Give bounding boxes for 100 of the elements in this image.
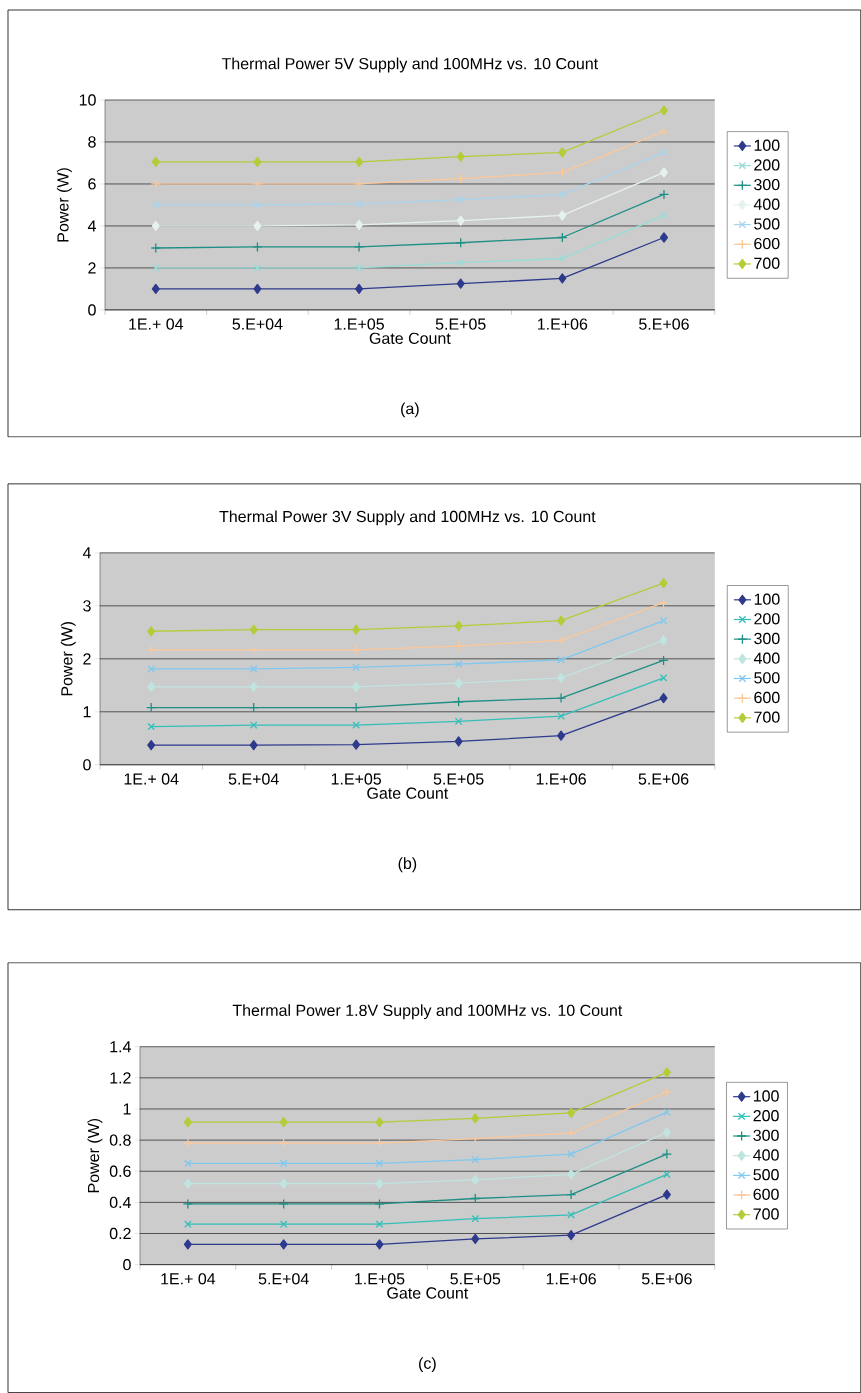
y-tick-label: 2 — [83, 653, 91, 665]
y-tick-label: 0.2 — [109, 1227, 131, 1240]
x-tick-label: 1E.+ 04 — [161, 1273, 216, 1285]
point — [279, 1178, 288, 1189]
point — [354, 156, 364, 168]
point — [249, 740, 258, 751]
point — [249, 665, 258, 673]
point — [375, 1117, 384, 1128]
y-tick-label: 2 — [88, 262, 96, 274]
x-tick-label: 1.E+06 — [536, 773, 586, 785]
point — [567, 1107, 576, 1119]
legend-label: 700 — [753, 1208, 779, 1220]
y-tick-label: 3 — [83, 600, 91, 612]
point — [353, 178, 365, 190]
point — [279, 1159, 288, 1168]
y-axis-title: Power (W) — [56, 168, 72, 242]
text: (c) — [418, 1357, 436, 1373]
y-axis-title: Power (W) — [60, 622, 76, 696]
point — [183, 1178, 192, 1189]
legend-label: 300 — [754, 632, 780, 645]
legend-label: 300 — [754, 178, 780, 191]
point — [249, 624, 258, 635]
x-tick-label: 5.E+06 — [641, 1273, 692, 1285]
point — [471, 1174, 480, 1185]
point — [565, 1127, 577, 1139]
text: (a) — [401, 402, 419, 418]
x-tick-label: 5.E+06 — [638, 773, 689, 785]
point — [352, 739, 361, 750]
legend-label: 100 — [753, 1090, 779, 1102]
point — [151, 201, 160, 209]
point — [279, 1117, 288, 1128]
x-axis-title: Gate Count — [367, 787, 449, 799]
point — [659, 674, 668, 682]
point — [249, 721, 258, 729]
point — [454, 678, 463, 689]
y-tick-label: 0 — [123, 1258, 131, 1271]
point — [375, 1239, 384, 1250]
point — [352, 681, 361, 693]
y-tick-label: 4 — [82, 547, 91, 559]
y-tick-label: 0 — [88, 304, 96, 316]
point — [659, 577, 668, 589]
point — [375, 1178, 384, 1189]
y-tick-label: 6 — [88, 178, 96, 190]
point — [150, 178, 161, 190]
point — [352, 624, 361, 635]
point — [147, 722, 155, 731]
x-tick-label: 1.E+05 — [331, 773, 381, 785]
legend-label: 200 — [753, 1110, 779, 1122]
point — [453, 640, 464, 652]
legend-label: 100 — [754, 593, 780, 605]
point — [151, 283, 160, 295]
x-axis-title: Gate Count — [387, 1287, 469, 1299]
y-tick-label: 1 — [123, 1103, 131, 1115]
point — [660, 148, 668, 157]
x-tick-label: 5.E+05 — [433, 773, 484, 785]
point — [456, 151, 465, 162]
chart-title: Thermal Power 3V Supply and 100MHz vs. 10 Count — [219, 510, 596, 526]
point — [456, 215, 465, 226]
point — [352, 721, 360, 729]
point — [249, 681, 258, 693]
point — [661, 1148, 672, 1160]
point — [253, 283, 262, 295]
legend-label: 400 — [753, 198, 780, 210]
y-tick-label: 0.6 — [109, 1165, 131, 1177]
point — [663, 1170, 671, 1179]
legend-label: 200 — [754, 613, 780, 625]
legend-label: 700 — [754, 257, 780, 269]
x-tick-label: 5.E+05 — [450, 1273, 501, 1285]
x-axis-title: Gate Count — [369, 332, 451, 344]
point — [567, 1211, 575, 1219]
y-tick-label: 0 — [83, 759, 91, 771]
point — [354, 219, 364, 231]
x-tick-label: 5.E+04 — [258, 1273, 309, 1285]
point — [279, 1239, 288, 1250]
chart-title: Thermal Power 5V Supply and 100MHz vs. 10 Count — [221, 57, 598, 73]
point — [662, 1127, 671, 1138]
legend-label: 700 — [754, 711, 780, 723]
point — [454, 620, 463, 632]
point — [151, 264, 160, 272]
point — [375, 1220, 384, 1228]
point — [567, 1229, 576, 1241]
point — [454, 660, 463, 668]
x-tick-label: 1E.+ 04 — [124, 773, 179, 785]
point — [659, 105, 668, 116]
point — [183, 1117, 192, 1128]
point — [565, 1189, 577, 1200]
legend-label: 200 — [754, 159, 780, 171]
chart-title: Thermal Power 1.8V Supply and 100MHz vs. 10 Count — [232, 1004, 623, 1020]
legend-label: 600 — [754, 691, 780, 704]
point — [558, 147, 567, 158]
point — [658, 126, 670, 137]
legend-label: 600 — [753, 1188, 779, 1200]
point — [558, 210, 567, 221]
point — [147, 626, 156, 637]
y-tick-label: 0.4 — [109, 1196, 131, 1209]
x-tick-label: 1.E+05 — [355, 1273, 405, 1285]
point — [557, 730, 566, 741]
point — [278, 1198, 289, 1210]
y-tick-label: 10 — [79, 94, 96, 106]
point — [555, 635, 567, 646]
